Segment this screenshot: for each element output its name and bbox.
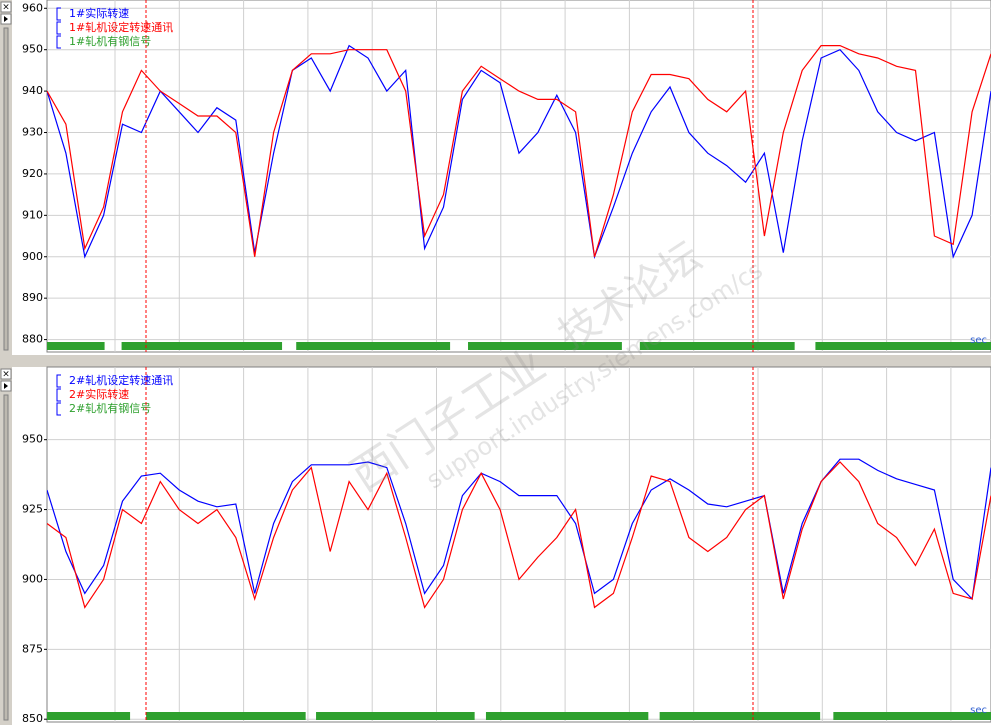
legend-label: 2#轧机有钢信号 <box>69 401 151 415</box>
plot-frame <box>46 0 991 353</box>
plot-series <box>47 44 991 350</box>
x-unit-label: sec <box>970 705 987 716</box>
expand-icon <box>4 16 8 22</box>
signal-segment <box>659 712 821 720</box>
signal-segment <box>121 342 283 350</box>
y-tick-label: 875 <box>22 642 43 655</box>
signal-segment <box>468 342 622 350</box>
y-tick-label: 900 <box>22 250 43 263</box>
y-tick-label: 950 <box>22 433 43 446</box>
signal-segment <box>485 712 649 720</box>
scroll-groove[interactable] <box>3 27 9 351</box>
y-tick-label: 940 <box>22 84 43 97</box>
close-icon: × <box>2 3 10 13</box>
signal-segment <box>833 712 991 720</box>
legend-label: 2#实际转速 <box>69 387 129 401</box>
series-line <box>47 458 991 601</box>
y-tick-label: 850 <box>22 712 43 725</box>
signal-segment <box>296 342 451 350</box>
legend-bracket <box>56 402 61 416</box>
panel-divider <box>0 355 991 367</box>
y-tick-label: 900 <box>22 572 43 585</box>
plot-series <box>47 458 991 720</box>
legend-bracket <box>56 35 61 49</box>
signal-segment <box>47 712 131 720</box>
signal-segment <box>47 342 105 350</box>
y-tick-label: 960 <box>22 1 43 14</box>
scroll-groove[interactable] <box>3 394 9 721</box>
legend-bracket <box>56 7 61 21</box>
series-line <box>47 44 991 260</box>
y-tick-label: 910 <box>22 208 43 221</box>
signal-segment <box>146 712 306 720</box>
legend-label: 1#轧机设定转速通讯 <box>69 20 173 34</box>
y-tick-label: 930 <box>22 126 43 139</box>
expand-icon <box>4 383 8 389</box>
x-unit-label: sec <box>970 335 987 346</box>
y-tick-label: 880 <box>22 333 43 346</box>
series-line <box>47 461 991 609</box>
legend-label: 1#实际转速 <box>69 6 129 20</box>
close-button[interactable] <box>0 368 12 380</box>
legend-bracket <box>56 21 61 35</box>
y-tick-label: 950 <box>22 43 43 56</box>
y-tick-label: 890 <box>22 291 43 304</box>
signal-segment <box>815 342 991 350</box>
legend-label: 1#轧机有钢信号 <box>69 34 151 48</box>
series-line <box>47 45 991 257</box>
legend-bracket <box>56 388 61 402</box>
signal-segment <box>639 342 795 350</box>
legend-label: 2#轧机设定转速通讯 <box>69 373 173 387</box>
legend-bracket <box>56 374 61 388</box>
close-icon: × <box>2 370 10 380</box>
y-tick-label: 920 <box>22 167 43 180</box>
plot-frame <box>46 366 991 723</box>
signal-segment <box>316 712 475 720</box>
y-tick-label: 925 <box>22 503 43 516</box>
close-button[interactable] <box>0 1 12 13</box>
